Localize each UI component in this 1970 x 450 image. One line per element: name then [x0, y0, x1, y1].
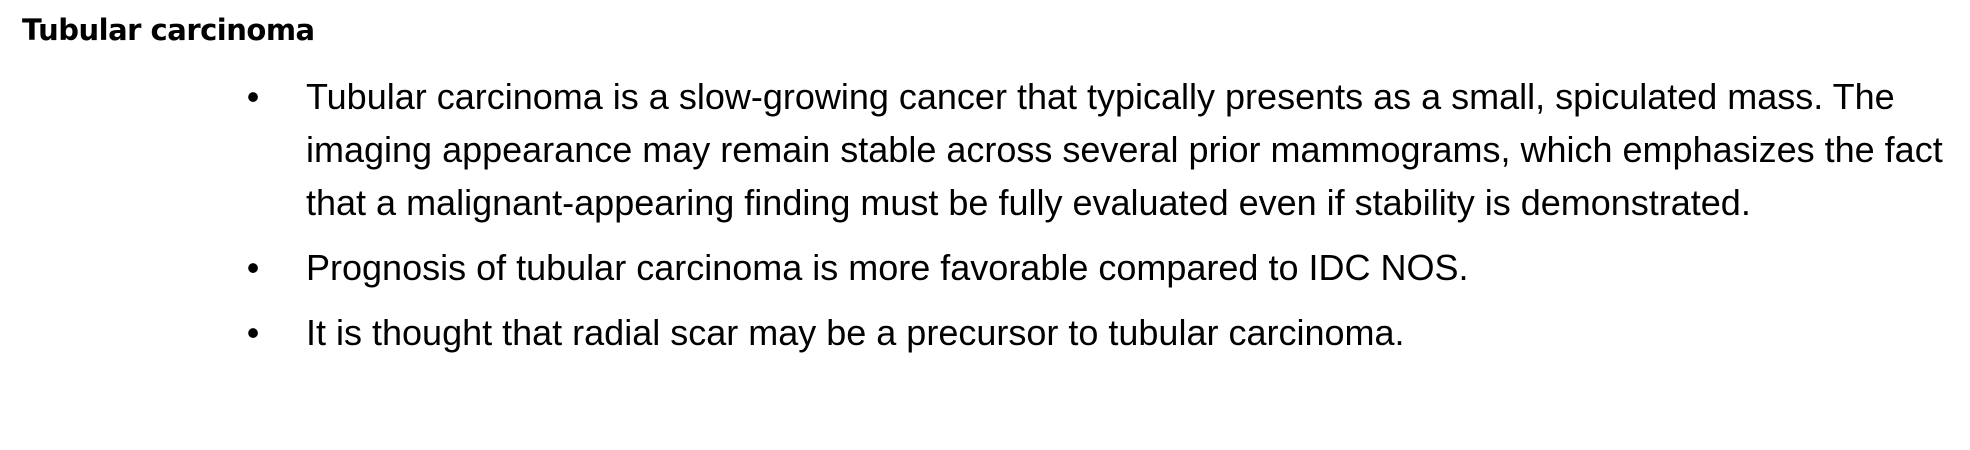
bullet-icon: •: [246, 247, 260, 288]
list-item: • It is thought that radial scar may be …: [236, 306, 1956, 359]
bullet-text: Tubular carcinoma is a slow-growing canc…: [306, 76, 1943, 223]
section-heading: Tubular carcinoma: [22, 13, 315, 47]
bullet-icon: •: [246, 76, 260, 117]
list-item: • Tubular carcinoma is a slow-growing ca…: [236, 70, 1956, 229]
bullet-text: Prognosis of tubular carcinoma is more f…: [306, 247, 1469, 288]
bullet-list: • Tubular carcinoma is a slow-growing ca…: [236, 70, 1956, 371]
bullet-text: It is thought that radial scar may be a …: [306, 312, 1405, 353]
bullet-icon: •: [246, 312, 260, 353]
list-item: • Prognosis of tubular carcinoma is more…: [236, 241, 1956, 294]
